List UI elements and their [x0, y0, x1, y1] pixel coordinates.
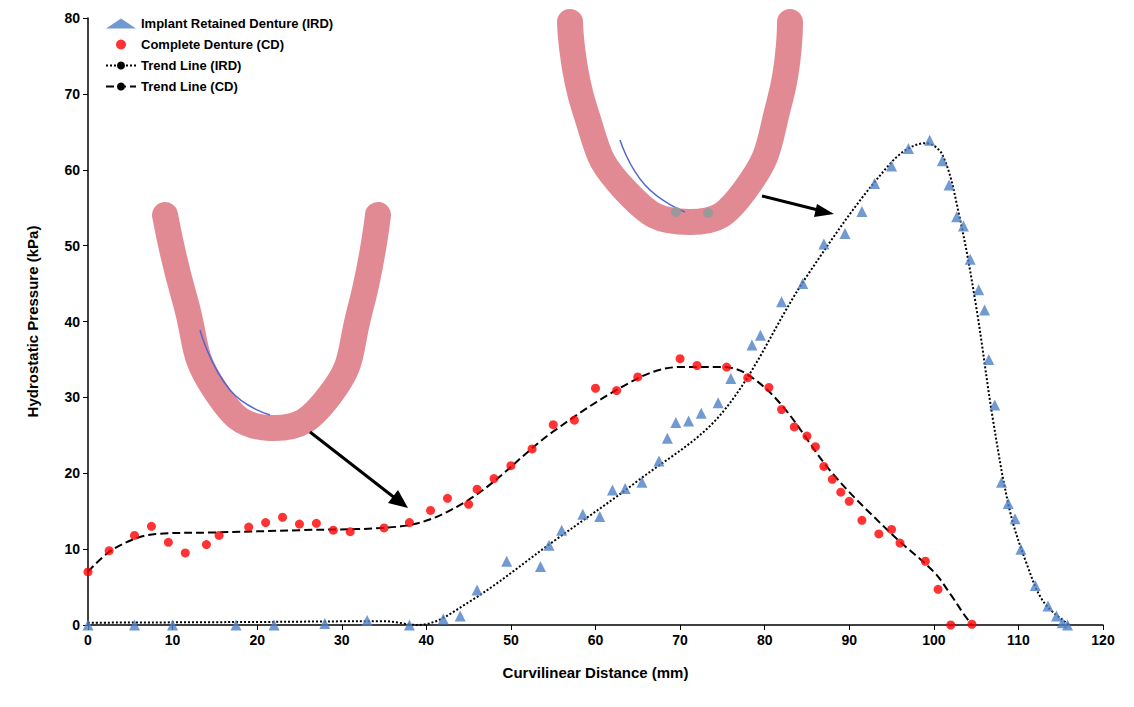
svg-text:100: 100: [922, 632, 946, 648]
svg-text:40: 40: [64, 314, 80, 330]
svg-text:50: 50: [503, 632, 519, 648]
svg-text:10: 10: [64, 541, 80, 557]
svg-text:Implant Retained Denture (IRD): Implant Retained Denture (IRD): [141, 16, 333, 31]
svg-text:50: 50: [64, 238, 80, 254]
svg-text:Trend Line (CD): Trend Line (CD): [141, 79, 238, 94]
svg-text:0: 0: [84, 632, 92, 648]
svg-text:30: 30: [64, 389, 80, 405]
svg-text:40: 40: [419, 632, 435, 648]
svg-text:Curvilinear Distance (mm): Curvilinear Distance (mm): [503, 664, 689, 681]
svg-text:20: 20: [249, 632, 265, 648]
svg-text:Complete Denture (CD): Complete Denture (CD): [141, 37, 284, 52]
svg-text:110: 110: [1007, 632, 1030, 648]
svg-text:Trend Line (IRD): Trend Line (IRD): [141, 58, 241, 73]
svg-text:10: 10: [165, 632, 181, 648]
svg-text:60: 60: [588, 632, 604, 648]
svg-text:0: 0: [72, 617, 80, 633]
svg-text:70: 70: [64, 86, 80, 102]
svg-text:80: 80: [757, 632, 773, 648]
svg-text:120: 120: [1091, 632, 1115, 648]
svg-text:70: 70: [672, 632, 688, 648]
svg-text:Hydrostatic Pressure (kPa): Hydrostatic Pressure (kPa): [24, 226, 41, 418]
svg-text:80: 80: [64, 10, 80, 26]
svg-text:90: 90: [841, 632, 857, 648]
svg-text:30: 30: [334, 632, 350, 648]
svg-text:60: 60: [64, 162, 80, 178]
svg-text:20: 20: [64, 465, 80, 481]
